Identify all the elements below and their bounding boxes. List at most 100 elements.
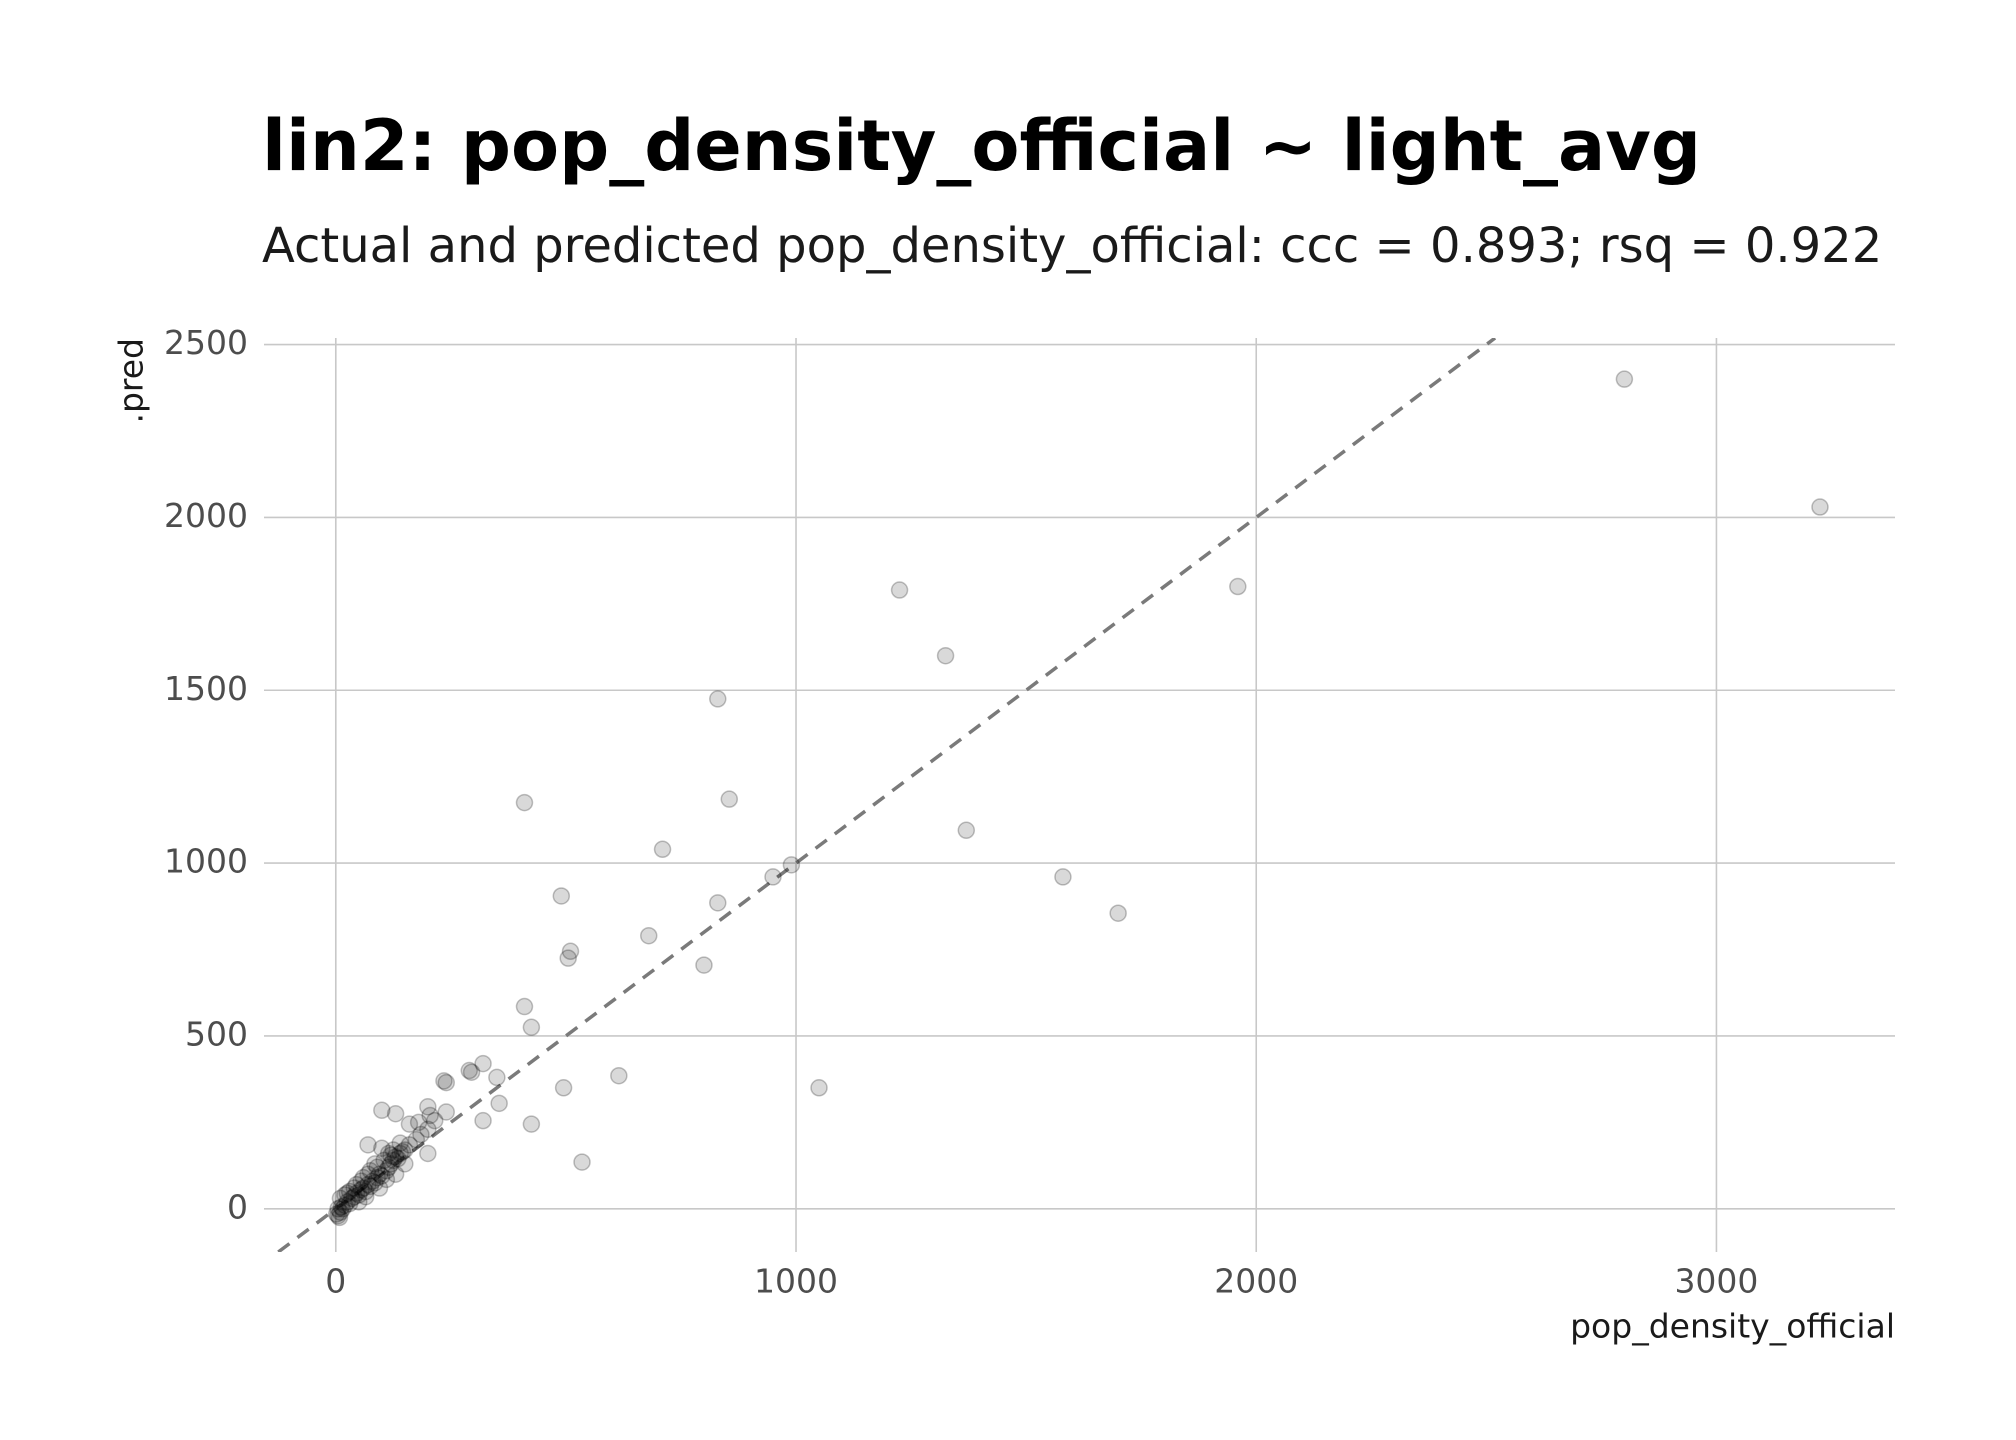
point <box>366 1174 384 1192</box>
point <box>764 868 782 886</box>
point <box>425 1111 444 1130</box>
point <box>340 1194 359 1213</box>
point <box>336 1196 354 1215</box>
point <box>384 1141 403 1159</box>
point <box>573 1153 591 1171</box>
point <box>340 1182 359 1201</box>
point <box>356 1187 375 1206</box>
point <box>377 1170 396 1189</box>
point <box>435 1072 453 1090</box>
point <box>391 1134 409 1152</box>
y-tick-label: 1000 <box>164 842 248 881</box>
point <box>363 1172 382 1190</box>
point <box>554 1079 573 1097</box>
point <box>368 1158 386 1177</box>
point <box>890 581 909 599</box>
point <box>345 1187 363 1206</box>
point <box>559 949 577 967</box>
identity-line <box>277 338 1497 1252</box>
point <box>515 997 534 1016</box>
point <box>412 1125 430 1144</box>
point <box>400 1115 419 1133</box>
point <box>695 956 713 974</box>
point <box>359 1165 377 1183</box>
point <box>361 1177 380 1196</box>
point <box>359 1136 377 1154</box>
y-tick-label: 2500 <box>164 323 248 362</box>
point <box>373 1101 391 1120</box>
point <box>345 1179 363 1197</box>
x-tick-label: 2000 <box>1214 1262 1298 1301</box>
y-tick-label: 2000 <box>164 496 248 535</box>
point <box>382 1155 400 1173</box>
point <box>384 1151 403 1170</box>
point <box>653 840 672 859</box>
point <box>361 1162 380 1180</box>
point <box>379 1158 398 1177</box>
point <box>347 1175 366 1194</box>
chart-subtitle: Actual and predicted pop_density_officia… <box>262 218 1882 274</box>
x-tick-label: 1000 <box>754 1262 838 1301</box>
grid <box>264 338 1895 1252</box>
point <box>352 1181 370 1199</box>
point <box>386 1104 405 1123</box>
y-tick-label: 1500 <box>164 669 248 708</box>
point <box>347 1184 366 1202</box>
x-axis-title: pop_density_official <box>1570 1307 1895 1346</box>
point <box>419 1144 437 1163</box>
point <box>368 1168 386 1187</box>
point <box>957 821 976 840</box>
point <box>810 1079 828 1097</box>
point <box>352 1172 370 1190</box>
point <box>407 1130 426 1149</box>
point <box>490 1094 508 1113</box>
point <box>1109 904 1127 922</box>
point <box>333 1200 352 1218</box>
point <box>522 1018 541 1037</box>
x-tick-label: 3000 <box>1674 1262 1758 1301</box>
point <box>331 1189 350 1208</box>
point <box>330 1208 349 1227</box>
point <box>522 1115 541 1133</box>
point <box>437 1073 455 1092</box>
point <box>332 1198 351 1216</box>
point <box>350 1186 368 1204</box>
point <box>331 1203 350 1221</box>
point <box>370 1179 389 1197</box>
point <box>375 1151 393 1170</box>
point <box>336 1186 354 1204</box>
point <box>338 1184 357 1202</box>
point <box>400 1136 419 1154</box>
point <box>610 1066 628 1085</box>
point <box>377 1162 396 1180</box>
point <box>396 1155 414 1173</box>
point <box>421 1106 439 1125</box>
point <box>373 1167 391 1185</box>
point <box>460 1061 479 1080</box>
point <box>329 1206 347 1225</box>
point <box>366 1155 384 1173</box>
point <box>343 1189 361 1208</box>
point <box>1615 370 1634 388</box>
point <box>396 1141 414 1159</box>
point <box>409 1113 428 1132</box>
point <box>379 1144 398 1163</box>
point <box>936 646 955 665</box>
point <box>1054 868 1072 886</box>
point <box>393 1143 412 1161</box>
point <box>419 1120 437 1139</box>
point <box>356 1182 375 1201</box>
point <box>552 887 571 905</box>
point <box>474 1054 492 1073</box>
chart-title: lin2: pop_density_official ~ light_avg <box>262 105 1701 187</box>
y-tick-label: 0 <box>227 1187 248 1226</box>
point <box>391 1144 409 1163</box>
point <box>515 793 534 812</box>
point <box>327 1205 346 1223</box>
points <box>327 370 1829 1227</box>
point <box>561 942 580 961</box>
point <box>709 690 727 708</box>
point <box>437 1103 455 1121</box>
point <box>329 1200 347 1218</box>
